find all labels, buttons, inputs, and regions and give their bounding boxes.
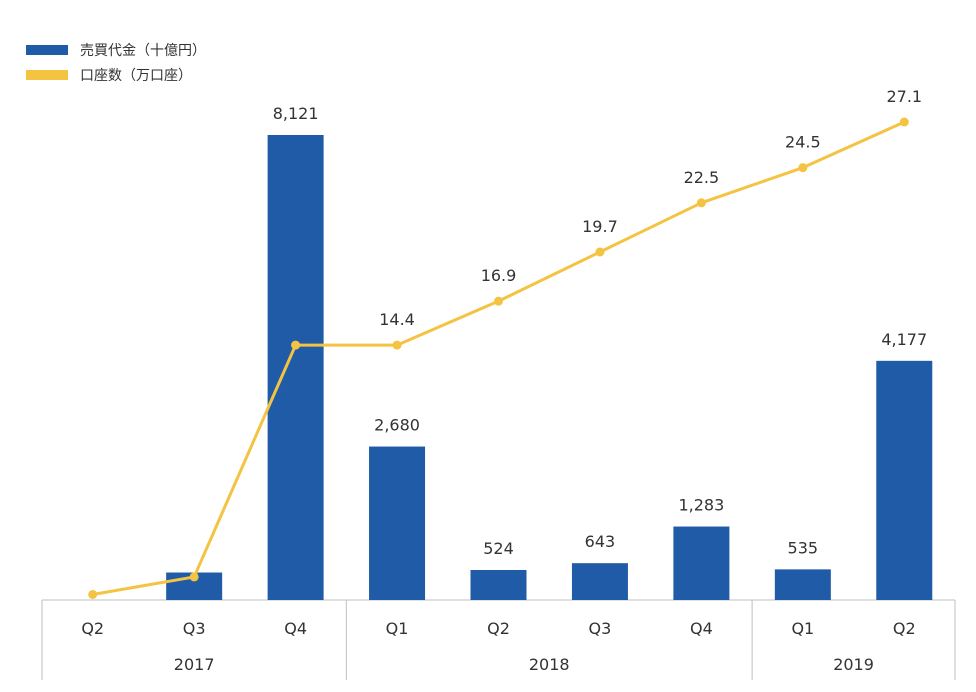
legend: 売買代金（十億円） 口座数（万口座） (26, 43, 206, 84)
line-value-label: 16.9 (481, 266, 517, 285)
line-value-label: 22.5 (684, 168, 720, 187)
bar-6 (673, 526, 730, 600)
bar-value-label: 524 (483, 539, 514, 558)
data-labels: 8,121 2,680 524 643 1,283 535 4,177 14.4 16.9 19.… (273, 87, 927, 558)
line-value-label: 24.5 (785, 133, 821, 152)
category-tick-label: Q1 (791, 619, 814, 638)
category-tick-label: Q2 (893, 619, 916, 638)
line-point-2 (291, 340, 301, 350)
group-label-2019: 2019 (833, 655, 874, 674)
legend-label-accounts: 口座数（万口座） (80, 68, 192, 84)
bar-value-label: 2,680 (374, 416, 420, 435)
line-value-label: 14.4 (379, 310, 415, 329)
line-point-3 (392, 340, 402, 350)
category-tick-label: Q3 (183, 619, 206, 638)
bar-value-label: 4,177 (881, 330, 927, 349)
category-tick-label: Q2 (487, 619, 510, 638)
legend-swatch-trading-value (26, 45, 68, 55)
bar-3 (369, 446, 426, 600)
line-point-0 (88, 589, 98, 599)
bar-5 (571, 563, 628, 600)
bar-4 (470, 569, 527, 600)
category-tick-label: Q2 (81, 619, 104, 638)
category-tick-label: Q4 (690, 619, 713, 638)
bar-value-label: 8,121 (273, 104, 319, 123)
group-label-2018: 2018 (529, 655, 570, 674)
category-tick-label: Q1 (386, 619, 409, 638)
bar-value-label: 643 (585, 532, 616, 551)
accounts-line (92, 120, 905, 596)
line-point-5 (595, 247, 605, 257)
bar-7 (774, 569, 831, 600)
line-point-1 (189, 572, 199, 582)
line-point-8 (899, 117, 909, 127)
legend-label-trading-value: 売買代金（十億円） (80, 43, 206, 59)
bar-2 (267, 135, 324, 600)
bar-value-label: 535 (788, 538, 819, 557)
line-series (88, 117, 909, 599)
category-tick-label: Q4 (284, 619, 307, 638)
line-value-label: 19.7 (582, 217, 618, 236)
bar-value-label: 1,283 (678, 496, 724, 515)
legend-swatch-accounts (26, 70, 68, 80)
line-value-label: 27.1 (886, 87, 922, 106)
bar-8 (876, 360, 933, 600)
group-label-2017: 2017 (174, 655, 215, 674)
category-tick-label: Q3 (589, 619, 612, 638)
line-point-6 (696, 198, 706, 208)
line-point-7 (798, 163, 808, 173)
line-point-4 (494, 296, 503, 306)
bar-series (166, 135, 933, 600)
category-axis: Q2 Q3 Q4 Q1 Q2 Q3 Q4 Q1 Q2 2017 2018 2019 (41, 599, 956, 680)
